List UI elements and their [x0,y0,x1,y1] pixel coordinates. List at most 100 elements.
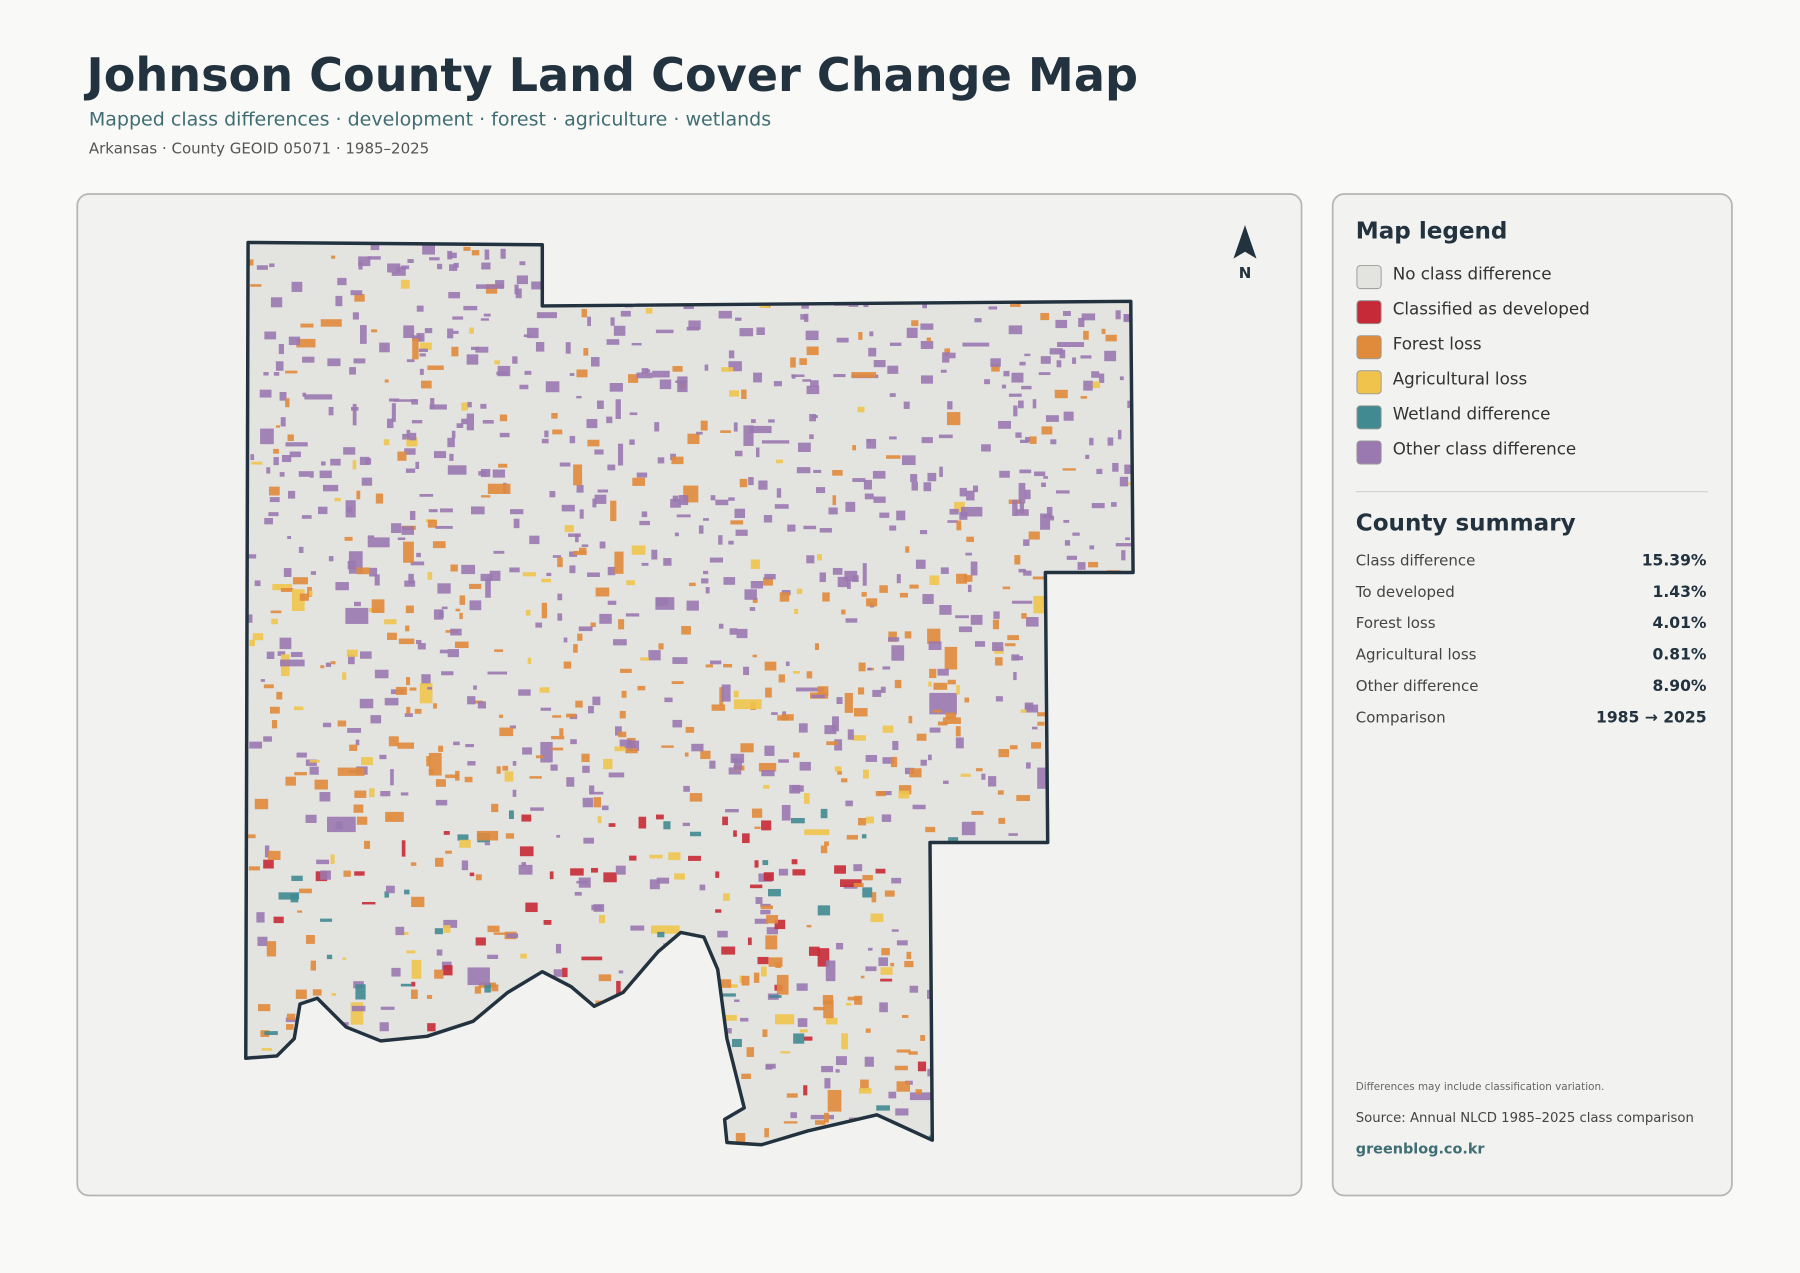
change-patch [927,628,941,644]
change-patch [400,983,412,987]
change-patch [765,1063,776,1069]
change-patch [526,327,539,339]
change-patch [276,691,283,700]
change-patch [345,607,369,624]
change-patch [917,1061,927,1072]
change-patch [754,860,759,868]
change-patch [711,704,726,711]
change-patch [781,804,791,821]
change-patch [305,814,317,823]
change-patch [891,877,902,884]
change-patch [869,331,874,337]
change-patch [793,752,800,758]
change-patch [310,960,317,971]
change-patch [597,489,609,493]
change-patch [573,550,587,556]
change-patch [961,506,983,517]
change-patch [840,879,862,888]
change-patch [916,733,927,741]
change-patch [750,884,763,889]
change-patch [656,877,670,884]
change-patch [269,497,280,503]
change-patch [270,706,280,714]
change-patch [1045,415,1059,422]
change-patch [728,540,734,545]
change-patch [811,694,825,699]
change-patch [853,708,868,717]
change-patch [461,418,468,425]
change-patch [778,868,789,876]
change-patch [743,666,750,676]
summary-value: 15.39% [1642,551,1707,569]
change-patch [267,850,281,860]
legend-swatch [1356,300,1382,325]
change-patch [720,430,731,433]
change-patch [412,335,422,341]
change-patch [1025,437,1031,443]
change-patch [796,467,811,474]
change-patch [803,1036,813,1041]
change-patch [264,518,273,525]
change-patch [1008,833,1018,836]
change-patch [866,438,877,449]
change-patch [798,442,811,452]
legend-label: Agricultural loss [1393,369,1528,389]
change-patch [550,764,558,771]
change-patch [865,966,877,972]
change-patch [263,736,272,742]
change-patch [1011,372,1024,383]
change-patch [1049,348,1063,355]
change-patch [514,284,519,295]
change-patch [529,776,542,779]
change-patch [1063,411,1074,421]
change-patch [814,1120,826,1125]
change-patch [451,346,459,357]
change-patch [549,491,556,498]
change-patch [415,639,422,645]
change-patch [524,370,532,375]
change-patch [993,611,1000,619]
change-patch [263,684,274,689]
change-patch [583,837,594,844]
change-patch [906,327,918,338]
change-patch [608,823,616,827]
change-patch [864,493,874,500]
change-patch [809,434,814,440]
change-patch [597,816,602,824]
change-patch [266,651,275,659]
change-patch [886,455,901,459]
change-patch [493,932,507,935]
change-patch [285,776,296,786]
change-patch [456,423,464,429]
change-patch [778,759,789,763]
change-patch [819,572,826,583]
change-patch [416,305,424,312]
change-patch [598,974,612,982]
change-patch [530,807,544,811]
change-patch [625,613,640,617]
change-patch [632,477,645,486]
change-patch [359,456,370,466]
change-patch [1105,334,1117,342]
change-patch [652,370,670,378]
change-patch [760,905,773,910]
change-patch [701,578,709,584]
change-patch [817,905,831,916]
change-patch [654,422,660,432]
change-patch [427,687,433,690]
change-patch [563,661,572,669]
change-patch [867,667,872,671]
change-patch [292,577,308,585]
change-patch [912,804,926,810]
change-patch [291,875,303,881]
change-patch [1024,353,1031,357]
legend-swatch [1356,265,1382,290]
change-patch [1057,342,1085,347]
change-patch [297,910,303,913]
change-patch [629,439,635,445]
change-patch [756,447,760,458]
change-patch [388,736,399,747]
change-patch [610,317,615,326]
change-patch [314,779,328,790]
change-patch [441,671,454,676]
